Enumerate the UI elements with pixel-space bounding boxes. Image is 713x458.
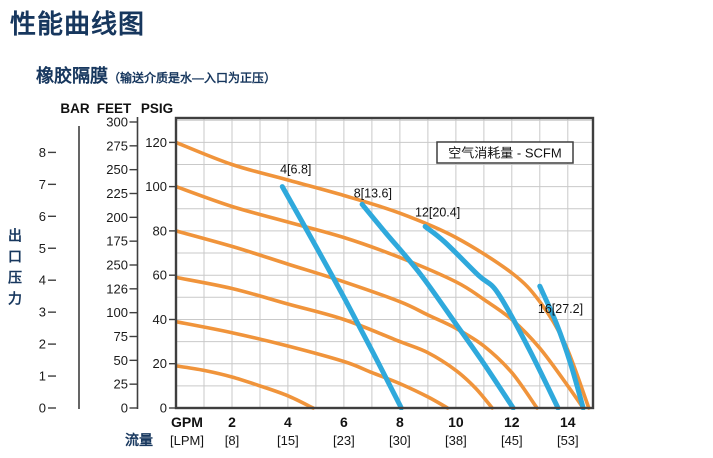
pressure-curve-100psig xyxy=(175,184,585,410)
bar-tick-label: 8 xyxy=(39,145,46,160)
psig-tick-label: 60 xyxy=(153,268,167,283)
air-consumption-line-1 xyxy=(279,184,404,410)
psig-tick-label: 0 xyxy=(160,401,167,416)
bar-tick-label: 5 xyxy=(39,241,46,256)
bar-tick-label: 3 xyxy=(39,305,46,320)
psig-tick-label: 40 xyxy=(153,312,167,327)
feet-tick-label: 25 xyxy=(114,377,128,392)
y-axis-title: 出口压力 xyxy=(7,228,23,312)
y-unit-label-feet: FEET xyxy=(97,101,132,116)
legend-label: 空气消耗量 - SCFM xyxy=(448,146,561,161)
feet-tick-label: 126 xyxy=(106,281,128,296)
lpm-tick-label: [53] xyxy=(557,433,579,448)
bar-tick-label: 6 xyxy=(39,209,46,224)
legend: 空气消耗量 - SCFM xyxy=(436,141,574,164)
psig-tick-label: 80 xyxy=(153,223,167,238)
chart-subtitle: 橡胶隔膜（输送介质是水—入口为正压） xyxy=(36,62,276,88)
air-line-label-1: 4[6.8] xyxy=(280,162,311,176)
lpm-tick-label: [8] xyxy=(225,433,239,448)
psig-axis: 120 100 80 60 40 20 0 xyxy=(145,135,176,416)
feet-tick-label: 175 xyxy=(106,234,128,249)
feet-tick-label: 225 xyxy=(106,186,128,201)
x-unit-secondary: [LPM] xyxy=(170,433,204,448)
air-line-label-3: 12[20.4] xyxy=(415,206,460,220)
lpm-tick-label: [15] xyxy=(277,433,299,448)
x-axis: GPM [LPM] 流量 2 4 6 8 10 12 14 [8] [15] [23] [30] [38] [… xyxy=(125,414,579,448)
feet-tick-label: 250 xyxy=(106,162,128,177)
feet-tick-label: 250 xyxy=(106,257,128,272)
bar-axis: 8 7 6 5 4 3 2 1 0 xyxy=(39,126,80,416)
gpm-tick-label: 6 xyxy=(340,414,348,430)
bar-tick-label: 0 xyxy=(39,401,46,416)
page-title: 性能曲线图 xyxy=(10,9,146,39)
psig-tick-label: 20 xyxy=(153,356,167,371)
psig-tick-label: 100 xyxy=(145,179,167,194)
gpm-tick-label: 10 xyxy=(448,414,464,430)
feet-tick-label: 200 xyxy=(106,210,128,225)
pressure-curve-40psig xyxy=(175,319,450,410)
feet-tick-label: 0 xyxy=(121,400,128,415)
feet-tick-label: 275 xyxy=(106,138,128,153)
bar-tick-label: 1 xyxy=(39,369,46,384)
gpm-tick-label: 2 xyxy=(228,414,236,430)
pressure-curve-80psig xyxy=(175,229,539,410)
bar-tick-label: 4 xyxy=(39,273,46,288)
air-line-label-4: 16[27.2] xyxy=(538,302,583,316)
plot-border xyxy=(174,116,595,410)
feet-tick-label: 75 xyxy=(114,329,128,344)
air-consumption-line-3 xyxy=(422,224,561,410)
lpm-tick-label: [45] xyxy=(501,433,523,448)
air-consumption-line-2 xyxy=(359,201,516,410)
gpm-tick-label: 8 xyxy=(396,414,404,430)
feet-tick-label: 100 xyxy=(106,305,128,320)
lpm-tick-label: [23] xyxy=(333,433,355,448)
bar-tick-label: 7 xyxy=(39,177,46,192)
feet-tick-label: 50 xyxy=(114,353,128,368)
gpm-tick-label: 14 xyxy=(560,414,576,430)
y-unit-label-bar: BAR xyxy=(60,101,89,116)
gpm-tick-label: 4 xyxy=(284,414,292,430)
x-axis-title: 流量 xyxy=(125,432,153,448)
gpm-tick-label: 12 xyxy=(504,414,520,430)
legend-box xyxy=(436,141,574,164)
y-unit-label-psig: PSIG xyxy=(141,101,173,116)
feet-tick-label: 300 xyxy=(106,115,128,130)
air-consumption-line-4 xyxy=(537,283,586,410)
pressure-curve-20psig xyxy=(175,364,315,410)
curves xyxy=(175,140,591,410)
x-unit-primary: GPM xyxy=(171,414,203,430)
air-line-label-2: 8[13.6] xyxy=(354,187,392,201)
bar-tick-label: 2 xyxy=(39,337,46,352)
pressure-curve-60psig xyxy=(175,275,494,410)
diaphragm-type-label: 橡胶隔膜 xyxy=(36,66,108,86)
lpm-tick-label: [38] xyxy=(445,433,467,448)
psig-tick-label: 120 xyxy=(145,135,167,150)
lpm-tick-label: [30] xyxy=(389,433,411,448)
subtitle-note: （输送介质是水—入口为正压） xyxy=(108,71,277,85)
